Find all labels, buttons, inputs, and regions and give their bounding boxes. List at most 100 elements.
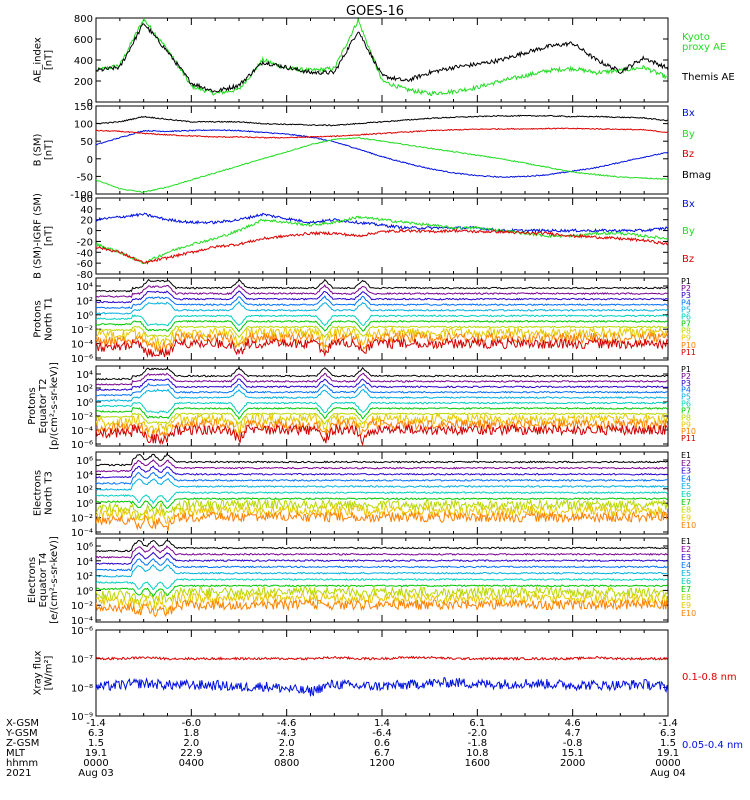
channel-trace-p5 [96,388,668,402]
channel-trace-p11 [96,423,668,446]
y-tick-label: 10⁰ [76,586,93,597]
y-tick-label: -80 [77,270,93,281]
y-tick-label: 150 [74,102,93,113]
y-tick-label: 10⁴ [76,370,93,381]
y-tick-label: 10⁻⁴ [71,340,93,351]
footer-value: -2.0 [468,728,488,739]
legend-bigrf-2: Bz [682,254,694,265]
channel-label: E4 [681,474,691,483]
footer-value: -6.0 [182,718,202,729]
footer-value: -1.4 [658,718,678,729]
series-ae-kyoto [96,18,668,96]
channel-label: P1 [681,365,691,374]
channel-trace-e4 [96,557,668,572]
y-tick-label: 100 [74,120,93,131]
channel-trace-e10 [96,510,668,532]
footer-value: 1600 [465,758,490,769]
legend-bsm-3: Bmag [682,170,711,181]
y-tick-label: 10² [76,384,93,395]
channel-trace-p7 [96,319,668,333]
footer-value: 2.0 [279,738,295,749]
channel-label: E7 [681,498,691,507]
y-tick-label: 10⁻⁶ [71,626,93,637]
y-tick-label: 10⁻⁴ [71,616,93,627]
y-axis-label: AE_index [33,37,44,83]
legend-xray-0: 0.1-0.8 nm [682,672,737,683]
plot-area-ae [96,18,668,96]
y-tick-label: -100 [70,190,93,201]
y-tick-label: 10² [76,296,93,307]
channel-trace-e2 [96,545,668,559]
channel-label: E3 [681,467,691,476]
footer-value: 1200 [369,758,394,769]
channel-label: P8 [681,413,691,422]
y-axis-label: Equator T2 [38,379,49,434]
plot-area-bsm [96,114,668,193]
channel-label: P11 [681,434,696,443]
footer-value: 6.7 [374,748,390,759]
footer-value: 6.3 [88,728,104,739]
channel-trace-p4 [96,295,668,309]
channel-label: E10 [681,521,696,530]
channel-label: P6 [681,312,691,321]
y-axis-label: [nT] [44,50,55,70]
footer-value: 10.8 [466,748,488,759]
channel-trace-e10 [96,597,668,618]
channel-label: E9 [681,513,691,522]
channel-trace-e5 [96,563,668,578]
y-tick-label: 10⁻⁴ [71,426,93,437]
channel-trace-p2 [96,283,668,298]
channel-trace-p4 [96,382,668,397]
footer-value: 0.6 [374,738,390,749]
footer-value: -6.4 [372,728,392,739]
legend-ae-0: Kyoto [682,32,710,43]
channel-label: E3 [681,553,691,562]
plot-area-pe [96,366,668,446]
panel-frame [95,17,669,103]
plot-area-pn [96,278,668,359]
channel-label: P10 [681,341,696,350]
y-tick-label: -20 [77,237,93,248]
channel-trace-p5 [96,300,668,315]
channel-label: E2 [681,459,691,468]
y-tick-label: 10⁻² [71,601,93,612]
y-axis-label: Electrons [33,470,44,516]
channel-trace-e6 [96,491,668,505]
channel-label: P3 [681,379,691,388]
footer-value: 19.1 [657,748,679,759]
footer-value: 19.1 [85,748,107,759]
y-tick-label: 10⁻⁴ [71,528,93,539]
channel-label: E5 [681,482,691,491]
y-axis-label: B (SM) [33,133,44,166]
channel-trace-p8 [96,412,668,426]
channel-trace-e7 [96,497,668,510]
channel-trace-e1 [96,539,668,553]
channel-label: E8 [681,593,691,602]
channel-label: P9 [681,420,691,429]
channel-label: E1 [681,537,691,546]
y-tick-label: 60 [80,194,93,205]
y-axis-label: B (SM)-IGRF (SM) [33,193,44,279]
y-tick-label: 10⁻² [71,325,93,336]
plot-area-en [96,453,668,532]
y-tick-label: 50 [80,137,93,148]
y-tick-label: 10⁻⁶ [71,440,93,451]
footer-value: 6.3 [660,728,676,739]
y-tick-label: -60 [77,259,93,270]
footer-value: -0.8 [563,738,583,749]
footer-value: 4.6 [565,718,581,729]
channel-trace-p8 [96,325,668,339]
y-axis-label: Protons [33,300,44,337]
panel-xray: 10⁻⁶ 10⁻⁷ 10⁻⁸ 10⁻⁹ Xray flux [W/m²] 0.1-0.8 n… [33,626,744,751]
y-axis-label: Xray flux [33,651,44,696]
channel-trace-e3 [96,551,668,565]
channel-trace-p1 [96,366,668,381]
y-tick-label: -40 [77,248,93,259]
y-axis-label: Electrons [27,557,38,603]
channel-label: E2 [681,545,691,554]
channel-trace-p9 [96,325,668,348]
y-tick-label: 10⁴ [76,557,93,568]
channel-trace-e8 [96,585,668,606]
y-tick-label: 0 [87,227,93,238]
